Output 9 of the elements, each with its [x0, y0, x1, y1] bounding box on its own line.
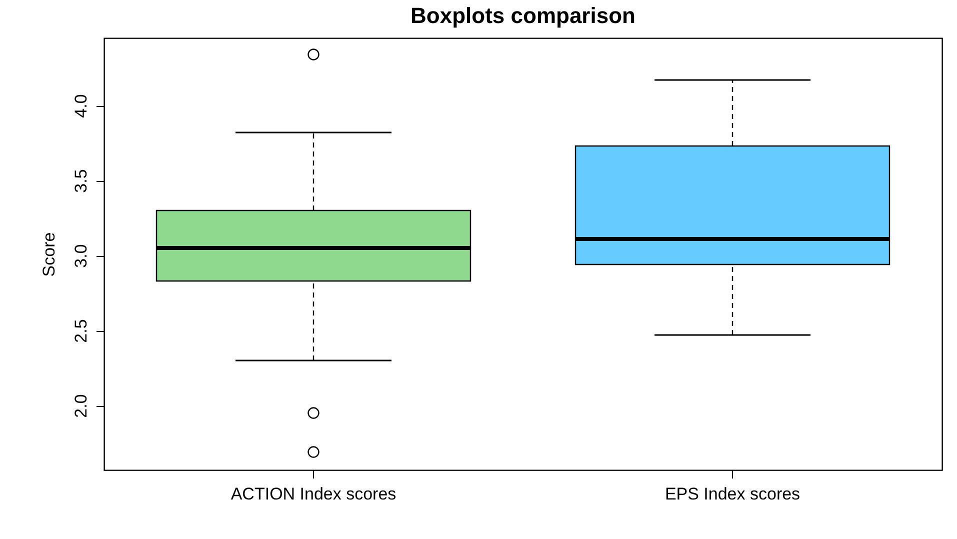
- chart-title: Boxplots comparison: [410, 3, 636, 28]
- y-tick-label: 3.0: [72, 244, 90, 268]
- y-tick-label: 2.5: [72, 319, 90, 343]
- y-tick-label: 4.0: [72, 94, 90, 118]
- y-axis-title: Score: [40, 232, 58, 277]
- x-tick-label: ACTION Index scores: [230, 484, 396, 504]
- x-tick-label: EPS Index scores: [664, 484, 800, 504]
- y-tick-label: 2.0: [72, 394, 90, 418]
- y-tick-label: 3.5: [72, 169, 90, 193]
